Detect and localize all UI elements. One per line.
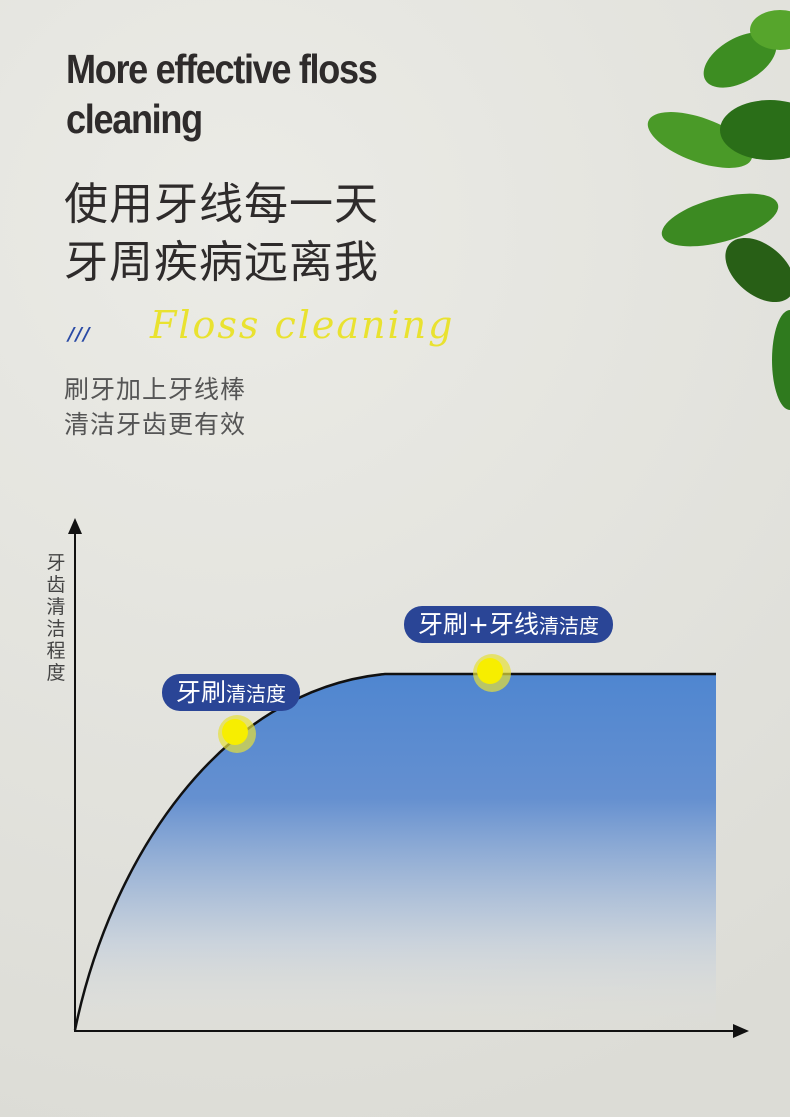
label-brush-floss-suffix: 清洁度	[538, 614, 599, 638]
y-axis-label-char: 程	[46, 640, 66, 662]
label-brush-main: 牙刷	[176, 678, 227, 707]
headline-line-2: cleaning	[66, 96, 203, 142]
script-decoration: Floss cleaning	[150, 303, 455, 347]
leaf-decoration	[647, 10, 790, 410]
area-fill	[75, 674, 716, 1030]
headline-line-1: More effective floss	[66, 46, 378, 92]
cn-line-2: 牙周疾病远离我	[64, 237, 379, 288]
y-axis-label-char: 齿	[46, 574, 66, 596]
label-brush-floss: 牙刷+牙线清洁度	[404, 606, 613, 643]
y-axis-arrow	[68, 518, 82, 534]
y-axis-label-char: 度	[46, 662, 66, 684]
y-axis-label-char: 清	[46, 596, 66, 618]
subtitle: 刷牙加上牙线棒 清洁牙齿更有效	[64, 372, 246, 442]
y-axis-label: 牙齿清洁程度	[44, 552, 68, 684]
y-axis-label-char: 洁	[46, 618, 66, 640]
curve-line	[73, 672, 716, 1031]
chinese-headline: 使用牙线每一天 牙周疾病远离我	[64, 176, 379, 292]
label-brush-floss-main: 牙刷+牙线	[418, 610, 539, 639]
cn-line-1: 使用牙线每一天	[64, 179, 379, 230]
y-axis-label-char: 牙	[46, 552, 66, 574]
slash-decoration: ///	[68, 324, 91, 345]
label-brush-suffix: 清洁度	[226, 682, 287, 706]
label-brush: 牙刷清洁度	[162, 674, 301, 711]
point-brush-floss	[477, 658, 503, 684]
english-headline: More effective floss cleaning	[66, 44, 378, 144]
subtitle-line-2: 清洁牙齿更有效	[64, 410, 247, 439]
point-brush	[222, 719, 248, 745]
subtitle-line-1: 刷牙加上牙线棒	[64, 375, 247, 404]
x-axis-arrow	[733, 1024, 749, 1038]
